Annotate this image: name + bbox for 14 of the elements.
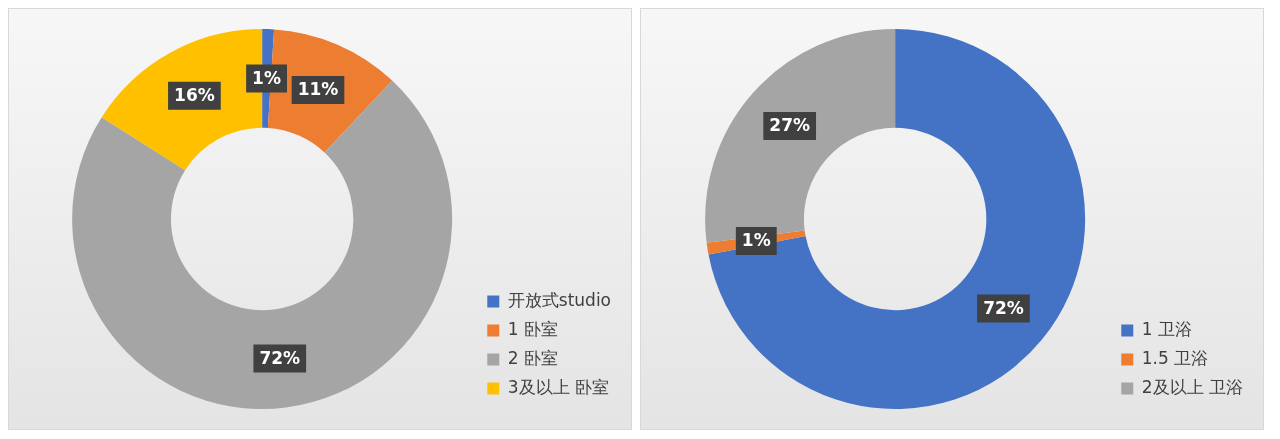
data-label: 27% <box>769 115 811 136</box>
legend-label: 开放式studio <box>507 289 612 310</box>
legend-label: 1 卧室 <box>507 318 559 339</box>
legend-label: 3及以上 卧室 <box>507 376 610 397</box>
data-label: 1% <box>252 67 281 88</box>
data-label: 1% <box>741 230 771 251</box>
legend-label: 2 卧室 <box>507 347 559 368</box>
legend-label: 2及以上 卫浴 <box>1141 376 1244 397</box>
data-label: 72% <box>983 298 1024 319</box>
data-label: 11% <box>297 79 339 100</box>
data-label: 16% <box>174 85 215 106</box>
legend-label: 1.5 卫浴 <box>1141 347 1209 368</box>
data-label: 72% <box>259 347 301 368</box>
legend-label: 1 卫浴 <box>1141 318 1193 339</box>
